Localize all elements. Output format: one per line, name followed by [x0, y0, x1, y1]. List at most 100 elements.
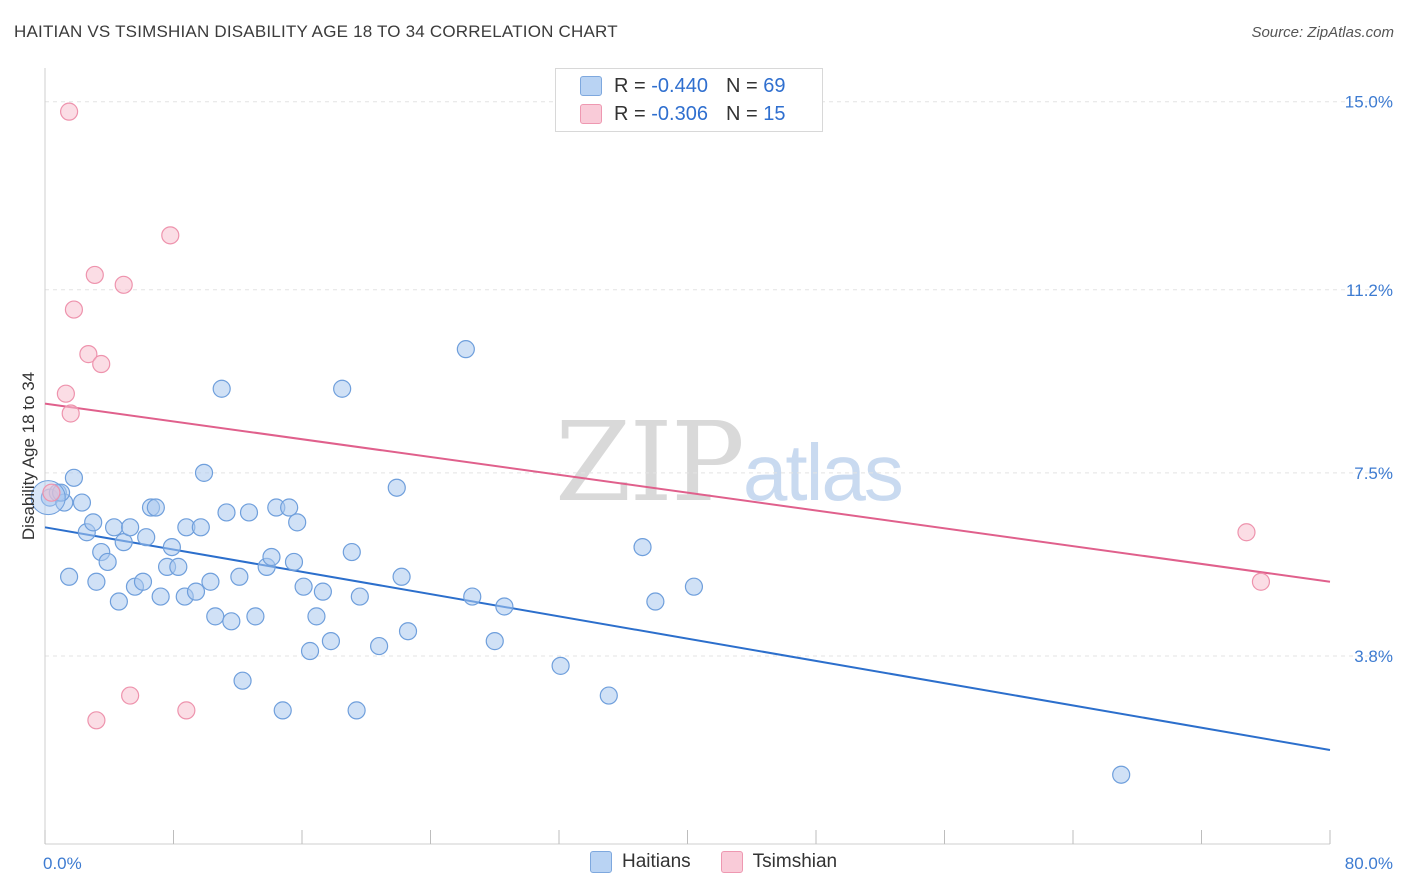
haitians-point [463, 587, 482, 606]
haitians-point [398, 622, 418, 641]
tsimshian-point [1237, 523, 1256, 542]
x-tick-label-min: 0.0% [43, 854, 82, 873]
legend-r-label: R = [614, 74, 652, 97]
haitians-point [273, 701, 292, 720]
stats-legend: R = -0.440 N = 69 R = -0.306 N = 15 [555, 68, 823, 132]
haitians-point [387, 478, 406, 497]
haitians-point [347, 701, 366, 720]
haitians-point [333, 379, 352, 398]
haitians-point [307, 607, 326, 626]
haitians-point [350, 587, 369, 606]
haitians-point [212, 379, 231, 398]
legend-row-tsimshian: R = -0.306 N = 15 [580, 101, 785, 127]
tsimshian-trend-line [44, 402, 1331, 583]
y-tick-label: 3.8% [1354, 647, 1393, 666]
legend-n-value: 69 [763, 74, 786, 97]
chart-title: HAITIAN VS TSIMSHIAN DISABILITY AGE 18 T… [14, 22, 618, 41]
haitians-point [294, 577, 313, 596]
haitians-point [201, 572, 220, 591]
legend-r-value: -0.440 [651, 74, 708, 97]
x-tick-label-max: 80.0% [1345, 854, 1393, 873]
haitians-point [300, 641, 320, 661]
y-tick-label: 11.2% [1346, 281, 1393, 300]
haitians-point [646, 592, 665, 611]
haitians-point [194, 463, 214, 482]
haitians-point [288, 513, 307, 532]
haitians-point [146, 498, 165, 517]
haitians-point [133, 572, 153, 591]
haitians-point [262, 547, 281, 567]
haitians-point [456, 340, 475, 359]
haitians-point [121, 518, 140, 537]
tsimshian-point [61, 404, 80, 423]
haitians-point [222, 612, 241, 631]
haitians-point [284, 552, 304, 572]
source-label: Source: ZipAtlas.com [1251, 24, 1394, 41]
haitians-point [313, 582, 332, 601]
y-tick-label: 7.5% [1354, 464, 1393, 483]
haitians-point [230, 567, 249, 586]
legend-swatch-haitians [590, 851, 612, 873]
legend-n-value: 15 [763, 102, 786, 125]
watermark-zip: ZIP [555, 398, 745, 526]
haitians-point [495, 597, 514, 616]
haitians-point [321, 632, 341, 651]
tsimshian-points [42, 102, 1271, 730]
haitians-point [280, 498, 299, 517]
haitians-point [162, 537, 181, 557]
haitians-point [72, 493, 92, 512]
legend-swatch-tsimshian [580, 104, 602, 124]
tsimshian-point [64, 300, 84, 319]
haitians-point [151, 587, 170, 606]
haitians-point [109, 592, 128, 611]
legend-label-haitians: Haitians [622, 851, 691, 872]
haitians-point [217, 503, 236, 522]
haitians-points [30, 340, 1131, 784]
haitians-point [98, 552, 117, 572]
haitians-point [599, 686, 618, 705]
y-tick-label: 15.0% [1345, 93, 1393, 112]
haitians-point [186, 582, 206, 601]
haitians-point [191, 518, 210, 537]
haitians-point [246, 607, 265, 626]
legend-item-haitians: Haitians [590, 851, 691, 873]
legend-n-label: N = [725, 74, 764, 97]
tsimshian-point [1251, 572, 1271, 591]
tsimshian-point [87, 711, 106, 730]
tsimshian-point [161, 226, 180, 245]
haitians-point [485, 632, 504, 651]
axes [44, 68, 1331, 845]
legend-item-tsimshian: Tsimshian [720, 851, 837, 873]
tsimshian-point [114, 275, 133, 294]
haitians-point [392, 567, 411, 586]
haitians-point [87, 572, 106, 591]
haitians-point [84, 513, 103, 532]
legend-r-value: -0.306 [651, 102, 708, 125]
haitians-point [233, 671, 252, 690]
tsimshian-point [85, 265, 104, 285]
haitians-point [169, 557, 188, 576]
legend-row-haitians: R = -0.440 N = 69 [580, 73, 785, 99]
haitians-point [239, 503, 259, 522]
haitians-point [206, 607, 225, 626]
haitians-point [551, 656, 570, 675]
haitians-point [64, 468, 84, 487]
haitians-point [370, 636, 389, 656]
haitians-point [59, 567, 79, 586]
tsimshian-point [177, 701, 196, 720]
haitians-point [104, 518, 124, 537]
y-axis-label: Disability Age 18 to 34 [19, 372, 38, 540]
legend-swatch-haitians [580, 76, 602, 96]
tsimshian-point [56, 384, 75, 403]
tsimshian-point [79, 345, 98, 364]
haitians-point [684, 577, 704, 596]
tsimshian-point [92, 354, 111, 374]
tsimshian-point [42, 483, 61, 502]
legend-swatch-tsimshian [720, 851, 743, 873]
series-legend: Haitians Tsimshian [590, 851, 867, 873]
haitians-point [137, 528, 156, 547]
haitians-point [633, 537, 652, 557]
tsimshian-point [59, 102, 79, 121]
tsimshian-point [121, 686, 140, 705]
